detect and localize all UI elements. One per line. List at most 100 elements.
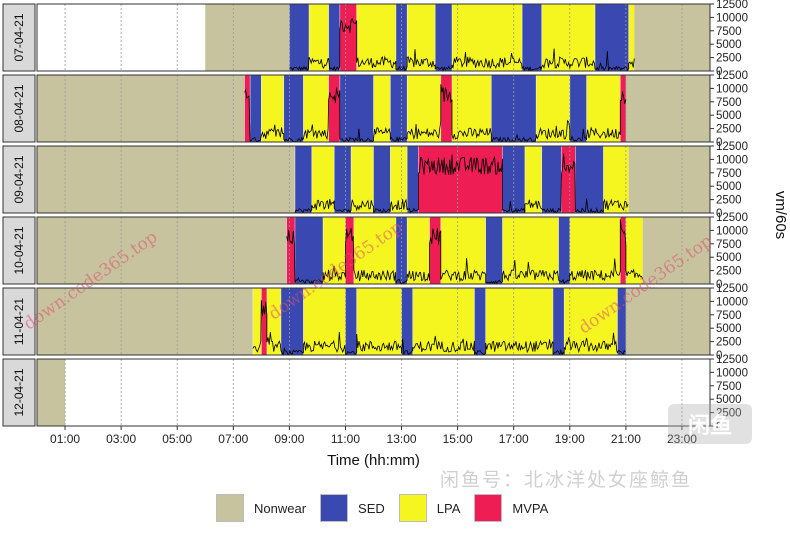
activity-segment	[323, 217, 346, 284]
panel-border	[36, 216, 711, 285]
activity-segment	[328, 75, 340, 142]
panel-border	[36, 74, 711, 143]
activity-segment	[311, 146, 335, 213]
legend-item-nonwear: Nonwear	[216, 494, 306, 522]
activity-segment	[485, 217, 503, 284]
activity-segment	[334, 146, 352, 213]
activity-segment	[339, 4, 357, 71]
y-tick-label: 0	[716, 208, 722, 220]
activity-segment	[620, 75, 626, 142]
activity-segment	[345, 217, 354, 284]
y-tick-label: 0	[716, 137, 722, 149]
y-tick-label: 5000	[716, 394, 742, 406]
activity-trace	[252, 300, 626, 357]
y-tick-label: 2500	[716, 408, 742, 420]
day-strip	[2, 3, 36, 72]
x-tick-label: 17:00	[499, 432, 529, 446]
activity-trace	[294, 153, 629, 214]
activity-trace	[286, 219, 644, 285]
y-tick-label: 12500	[716, 70, 748, 82]
activity-segment	[280, 288, 304, 355]
legend: Nonwear SED LPA MVPA	[216, 492, 548, 524]
activity-segment	[261, 75, 284, 142]
panel-border	[36, 3, 711, 72]
y-tick-label: 7500	[716, 381, 742, 393]
x-tick-label: 11:00	[331, 432, 360, 446]
activity-segment	[569, 75, 587, 142]
y-tick-label: 7500	[716, 97, 742, 109]
legend-item-sed: SED	[320, 494, 385, 522]
activity-segment	[283, 75, 304, 142]
activity-segment	[620, 217, 626, 284]
day-strip	[2, 358, 36, 427]
x-tick-label: 13:00	[387, 432, 417, 446]
day-label: 10-04-21	[12, 226, 26, 274]
activity-segment	[373, 75, 391, 142]
activity-segment	[552, 288, 565, 355]
panel-border	[36, 358, 711, 427]
day-label: 07-04-21	[12, 13, 26, 61]
activity-segment	[429, 217, 441, 284]
activity-segment	[435, 4, 453, 71]
activity-segment	[351, 146, 374, 213]
y-tick-label: 7500	[716, 26, 742, 38]
activity-segment	[286, 217, 295, 284]
activity-segment	[541, 146, 562, 213]
y-tick-label: 2500	[716, 266, 742, 278]
legend-swatch-lpa	[398, 494, 427, 522]
y-tick-label: 10000	[716, 154, 748, 166]
activity-segment	[524, 146, 542, 213]
watermark-caption: 闲鱼号：北冰洋处女座鲸鱼	[440, 470, 693, 491]
day-label: 08-04-21	[12, 84, 26, 132]
activity-segment	[634, 4, 710, 71]
y-tick-label: 7500	[716, 310, 742, 322]
y-tick-label: 12500	[716, 212, 748, 224]
activity-segment	[575, 146, 604, 213]
activity-segment	[390, 75, 408, 142]
activity-segment	[373, 146, 391, 213]
y-tick-label: 0	[716, 66, 722, 78]
x-tick-label: 09:00	[274, 432, 304, 446]
legend-swatch-mvpa	[474, 494, 503, 522]
y-tick-label: 5000	[716, 252, 742, 264]
day-label: 09-04-21	[12, 155, 26, 203]
activity-segment	[558, 217, 570, 284]
y-tick-label: 2500	[716, 53, 742, 65]
activity-trace	[289, 17, 635, 73]
activity-segment	[522, 4, 542, 71]
activity-segment	[250, 75, 262, 142]
x-tick-label: 21:00	[611, 432, 641, 446]
activity-segment	[418, 146, 503, 213]
x-tick-label: 03:00	[106, 432, 136, 446]
activity-segment	[628, 146, 710, 213]
day-label: 11-04-21	[12, 298, 26, 345]
y-tick-label: 12500	[716, 141, 748, 153]
day-label: 12-04-21	[12, 368, 26, 416]
activity-segment	[37, 359, 66, 426]
y-tick-label: 0	[716, 350, 722, 362]
activity-segment	[37, 288, 253, 355]
day-strip	[2, 74, 36, 143]
activity-segment	[244, 75, 251, 142]
y-tick-label: 0	[716, 421, 722, 433]
activity-segment	[356, 4, 396, 71]
activity-segment	[294, 217, 324, 284]
activity-trace	[244, 84, 627, 144]
panel-border	[36, 145, 711, 214]
panel-border	[36, 287, 711, 356]
y-tick-label: 5000	[716, 39, 742, 51]
y-tick-label: 5000	[716, 323, 742, 335]
y-tick-label: 12500	[716, 354, 748, 366]
legend-label-mvpa: MVPA	[512, 500, 549, 516]
activity-segment	[642, 217, 710, 284]
legend-label-lpa: LPA	[436, 500, 461, 516]
x-tick-label: 05:00	[162, 432, 192, 446]
x-tick-label: 07:00	[218, 432, 248, 446]
legend-item-mvpa: MVPA	[474, 494, 548, 522]
day-strip	[2, 145, 36, 214]
